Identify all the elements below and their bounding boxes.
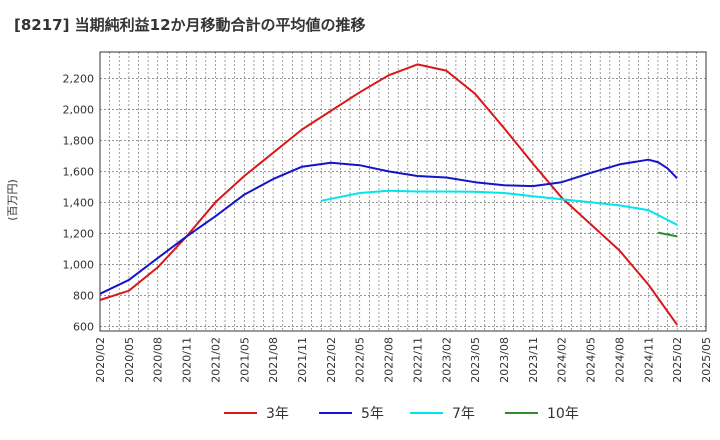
x-tick-label: 2021/05: [238, 337, 251, 383]
x-tick-label: 2021/08: [267, 337, 280, 383]
x-tick-label: 2020/05: [123, 337, 136, 383]
x-tick-label: 2020/02: [94, 337, 107, 383]
x-tick-label: 2024/05: [585, 337, 598, 383]
x-tick-label: 2024/11: [642, 337, 655, 383]
legend-label: 3年: [266, 406, 289, 422]
series-line: [657, 231, 678, 238]
x-tick-label: 2021/11: [296, 337, 309, 383]
legend-label: 7年: [452, 406, 475, 422]
series-line: [321, 189, 678, 226]
x-tick-label: 2025/05: [700, 337, 713, 383]
y-tick-label: 1,600: [63, 165, 95, 178]
x-tick-label: 2022/02: [325, 337, 338, 383]
x-tick-label: 2021/02: [209, 337, 222, 383]
x-tick-label: 2024/02: [556, 337, 569, 383]
y-tick-label: 1,400: [63, 196, 95, 209]
legend-label: 10年: [547, 406, 579, 422]
series-line: [99, 158, 678, 295]
x-tick-label: 2020/08: [152, 337, 165, 383]
y-tick-label: 1,800: [63, 134, 95, 147]
x-tick-label: 2020/11: [181, 337, 194, 383]
y-tick-label: 2,200: [63, 72, 95, 85]
legend-label: 5年: [361, 406, 384, 422]
legend: 3年 5年 7年 10年: [224, 406, 579, 422]
y-tick-label: 600: [73, 320, 94, 333]
series-line: [99, 63, 678, 326]
x-tick-label: 2022/11: [411, 337, 424, 383]
x-tick-label: 2025/02: [671, 337, 684, 383]
x-tick-label: 2023/05: [469, 337, 482, 383]
x-tick-label: 2022/08: [383, 337, 396, 383]
x-tick-label: 2022/05: [354, 337, 367, 383]
x-tick-label: 2023/02: [440, 337, 453, 383]
plot-frame: [99, 51, 707, 332]
y-axis-label: (百万円): [6, 179, 19, 221]
x-tick-label: 2023/08: [498, 337, 511, 383]
y-tick-label: 1,200: [63, 227, 95, 240]
y-tick-label: 1,000: [63, 258, 95, 271]
series-lines: [99, 63, 678, 326]
chart-title: [8217] 当期純利益12か月移動合計の平均値の推移: [14, 16, 366, 34]
x-axis-ticks: 2020/02 2020/05 2020/08 2020/11 2021/02 2021/…: [94, 337, 713, 383]
x-tick-label: 2023/11: [527, 337, 540, 383]
grid: [100, 52, 706, 331]
x-tick-label: 2024/08: [613, 337, 626, 383]
y-tick-label: 2,000: [63, 103, 95, 116]
y-tick-label: 800: [73, 289, 94, 302]
y-axis-ticks: 600 800 1,000 1,200 1,400 1,600 1,800 2,000 2,20…: [63, 72, 95, 333]
